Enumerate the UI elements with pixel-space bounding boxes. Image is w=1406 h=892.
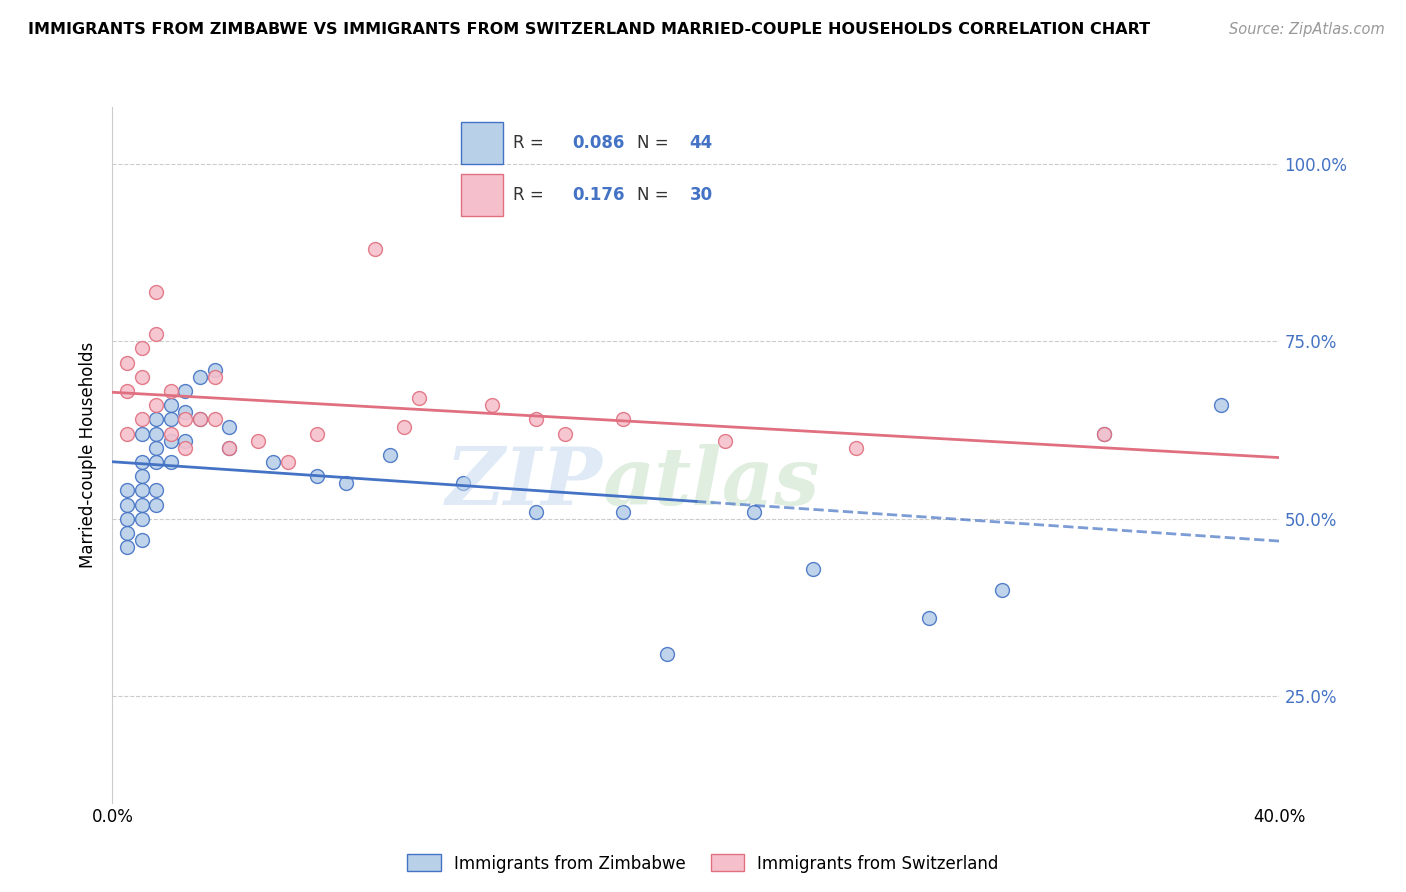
Point [655, 647, 678, 661]
Point [174, 412, 197, 426]
Point [305, 469, 328, 483]
Point [1209, 398, 1232, 412]
Point [188, 369, 211, 384]
Point [145, 398, 167, 412]
Point [335, 476, 357, 491]
Point [145, 441, 167, 455]
Text: ZIP: ZIP [446, 444, 603, 522]
Point [408, 391, 430, 405]
Point [392, 419, 416, 434]
Point [115, 384, 138, 398]
Point [612, 505, 634, 519]
Point [160, 426, 183, 441]
Text: atlas: atlas [603, 444, 820, 522]
Point [204, 369, 226, 384]
Point [451, 476, 474, 491]
Point [204, 412, 226, 426]
Point [991, 582, 1014, 597]
Point [174, 405, 197, 419]
Point [204, 362, 226, 376]
Point [742, 505, 765, 519]
Point [218, 441, 240, 455]
Point [160, 398, 183, 412]
Point [174, 434, 197, 448]
Y-axis label: Married-couple Households: Married-couple Households [79, 342, 97, 568]
Point [378, 448, 401, 462]
Point [714, 434, 737, 448]
Point [145, 498, 167, 512]
Point [145, 327, 167, 342]
Point [131, 498, 153, 512]
Point [524, 505, 547, 519]
Point [115, 526, 138, 541]
Point [218, 441, 240, 455]
Point [218, 419, 240, 434]
Point [1092, 426, 1115, 441]
Point [131, 469, 153, 483]
Point [160, 434, 183, 448]
Point [145, 426, 167, 441]
Point [188, 412, 211, 426]
Point [131, 426, 153, 441]
Point [174, 441, 197, 455]
Text: Source: ZipAtlas.com: Source: ZipAtlas.com [1229, 22, 1385, 37]
Point [131, 483, 153, 498]
Point [554, 426, 576, 441]
Point [481, 398, 503, 412]
Point [131, 369, 153, 384]
Point [115, 540, 138, 554]
Point [801, 561, 824, 575]
Point [160, 455, 183, 469]
Point [131, 455, 153, 469]
Point [131, 533, 153, 548]
Point [1092, 426, 1115, 441]
Point [131, 412, 153, 426]
Point [115, 356, 138, 370]
Point [845, 441, 868, 455]
Point [131, 512, 153, 526]
Legend: Immigrants from Zimbabwe, Immigrants from Switzerland: Immigrants from Zimbabwe, Immigrants fro… [401, 847, 1005, 880]
Point [247, 434, 270, 448]
Point [115, 512, 138, 526]
Point [174, 384, 197, 398]
Point [160, 412, 183, 426]
Point [145, 285, 167, 299]
Point [262, 455, 284, 469]
Point [145, 455, 167, 469]
Point [115, 498, 138, 512]
Point [145, 412, 167, 426]
Point [364, 242, 387, 256]
Text: IMMIGRANTS FROM ZIMBABWE VS IMMIGRANTS FROM SWITZERLAND MARRIED-COUPLE HOUSEHOLD: IMMIGRANTS FROM ZIMBABWE VS IMMIGRANTS F… [28, 22, 1150, 37]
Point [188, 412, 211, 426]
Point [131, 342, 153, 356]
Point [612, 412, 634, 426]
Point [115, 426, 138, 441]
Point [524, 412, 547, 426]
Point [160, 384, 183, 398]
Point [115, 483, 138, 498]
Point [305, 426, 328, 441]
Point [145, 483, 167, 498]
Point [276, 455, 298, 469]
Point [918, 611, 941, 625]
